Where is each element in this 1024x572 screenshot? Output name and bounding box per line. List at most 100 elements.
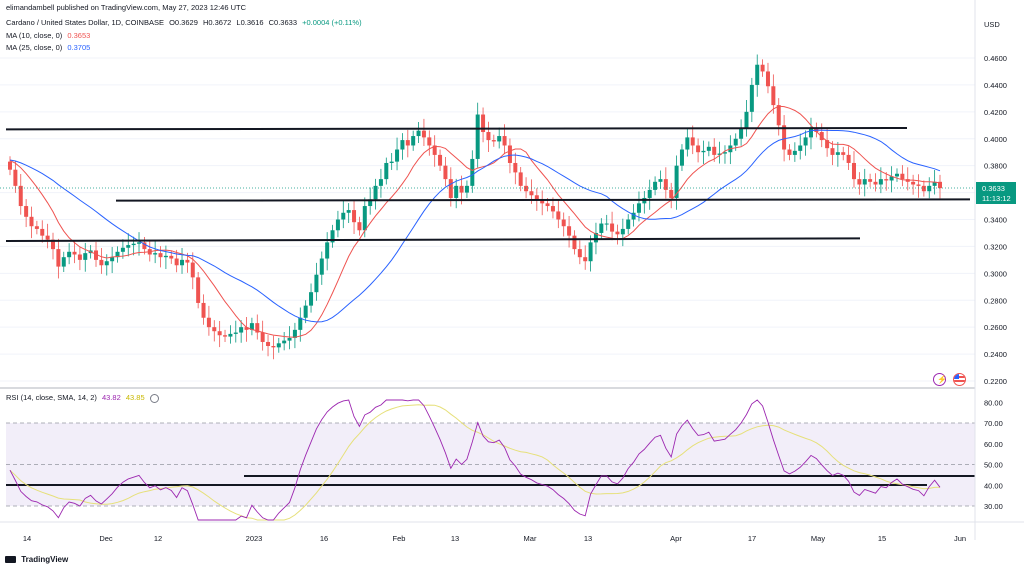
- candle-down: [540, 200, 545, 204]
- candle-up: [647, 189, 652, 198]
- candle-down: [223, 335, 228, 337]
- lightning-icon[interactable]: ⚡: [933, 373, 947, 386]
- time-tick-label: 12: [154, 534, 162, 543]
- candle-up: [163, 255, 168, 258]
- rsi-settings-icon[interactable]: [149, 393, 159, 403]
- candle-up: [679, 149, 684, 166]
- open-value: O0.3629: [169, 18, 198, 27]
- candle-up: [932, 181, 937, 186]
- support-resistance-lines[interactable]: [5, 126, 975, 486]
- time-tick-label: 2023: [246, 534, 263, 543]
- candle-up: [889, 176, 894, 181]
- candle-up: [739, 127, 744, 139]
- candle-down: [696, 145, 701, 153]
- candle-down: [432, 145, 437, 155]
- candle-down: [29, 216, 34, 227]
- candle-down: [911, 181, 916, 185]
- candle-down: [24, 206, 29, 217]
- candle-up: [631, 212, 636, 220]
- rsi-legend[interactable]: RSI (14, close, SMA, 14, 2) 43.82 43.85: [6, 393, 162, 403]
- candle-down: [486, 132, 491, 141]
- rsi-label: RSI (14, close, SMA, 14, 2): [6, 393, 97, 402]
- high-value: H0.3672: [202, 18, 232, 27]
- symbol-name[interactable]: Cardano / United States Dollar, 1D, COIN…: [6, 18, 164, 27]
- candle-down: [443, 165, 448, 180]
- candle-down: [174, 258, 179, 266]
- candle-down: [357, 222, 362, 231]
- candle-up: [298, 317, 303, 330]
- candle-up: [378, 179, 383, 186]
- tradingview-logo-text: TradingView: [21, 555, 69, 564]
- candle-up: [808, 127, 813, 138]
- candle-down: [518, 172, 523, 186]
- candle-up: [593, 232, 598, 243]
- tradingview-logo[interactable]: TradingView: [5, 555, 68, 564]
- candle-up: [389, 161, 394, 163]
- candle-down: [690, 137, 695, 146]
- symbol-header[interactable]: Cardano / United States Dollar, 1D, COIN…: [6, 18, 365, 28]
- candle-up: [395, 149, 400, 162]
- candle-up: [454, 185, 459, 198]
- candle-down: [158, 253, 163, 258]
- ma10-legend[interactable]: MA (10, close, 0) 0.3653: [6, 31, 93, 41]
- candle-down: [491, 140, 496, 142]
- candle-up: [604, 223, 609, 225]
- candle-down: [776, 105, 781, 126]
- candle-down: [577, 249, 582, 258]
- candle-down: [567, 226, 572, 236]
- candlesticks: [8, 54, 942, 360]
- candle-down: [196, 277, 201, 303]
- ma25-value: 0.3705: [67, 43, 91, 52]
- candle-down: [524, 185, 529, 192]
- price-tick-label: 0.4600: [984, 54, 1007, 63]
- candle-down: [938, 181, 942, 189]
- price-tick-label: 0.2200: [984, 377, 1007, 386]
- rsi-axis[interactable]: 80.00 70.00 60.00 50.00 40.00 30.00: [984, 398, 1003, 511]
- rsi-tick-label: 80.00: [984, 398, 1003, 407]
- candle-up: [674, 165, 679, 198]
- candle-down: [502, 136, 507, 146]
- time-axis[interactable]: 14 Dec 12 2023 16 Feb 13 Mar 13 Apr 17 May 15 Jun: [23, 534, 966, 543]
- candle-down: [459, 185, 464, 193]
- candle-down: [18, 185, 23, 207]
- ma25-line: [9, 129, 941, 323]
- candle-up: [362, 206, 367, 231]
- time-tick-label: 13: [584, 534, 592, 543]
- candle-down: [534, 195, 539, 201]
- rsi-value: 43.82: [101, 393, 121, 402]
- candle-down: [260, 332, 265, 342]
- price-axis[interactable]: 0.46000.44000.42000.40000.38000.36000.34…: [984, 54, 1007, 386]
- candle-up: [792, 150, 797, 155]
- price-tick-label: 0.4000: [984, 135, 1007, 144]
- candle-down: [255, 323, 260, 333]
- us-flag-icon[interactable]: [953, 373, 966, 386]
- ma25-legend[interactable]: MA (25, close, 0) 0.3705: [6, 43, 93, 53]
- candle-up: [588, 242, 593, 262]
- candle-up: [239, 327, 244, 333]
- candle-up: [61, 257, 66, 267]
- candle-up: [303, 305, 308, 318]
- candle-down: [206, 317, 211, 328]
- candle-up: [755, 64, 760, 85]
- candle-down: [217, 331, 222, 336]
- time-tick-label: Apr: [670, 534, 682, 543]
- candle-down: [900, 173, 905, 180]
- candle-up: [835, 152, 840, 155]
- candle-up: [233, 332, 238, 334]
- ma25-label: MA (25, close, 0): [6, 43, 63, 52]
- candle-up: [744, 111, 749, 128]
- candle-down: [513, 162, 518, 173]
- publisher-line: elimandambell published on TradingView.c…: [6, 3, 249, 13]
- candle-up: [733, 138, 738, 146]
- candle-down: [825, 140, 830, 149]
- candle-down: [760, 64, 765, 72]
- candle-up: [180, 259, 185, 266]
- candle-up: [470, 158, 475, 186]
- support-line-upper: [115, 198, 971, 202]
- candle-up: [653, 181, 658, 190]
- candle-down: [51, 239, 56, 250]
- candle-up: [330, 230, 335, 243]
- candle-down: [782, 125, 787, 150]
- candle-up: [120, 247, 125, 252]
